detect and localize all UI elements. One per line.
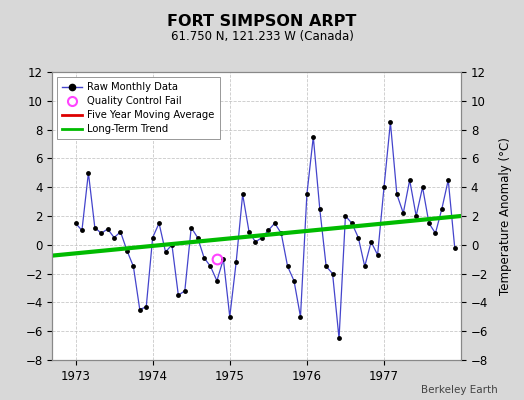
Text: FORT SIMPSON ARPT: FORT SIMPSON ARPT — [167, 14, 357, 29]
Text: 61.750 N, 121.233 W (Canada): 61.750 N, 121.233 W (Canada) — [171, 30, 353, 43]
Y-axis label: Temperature Anomaly (°C): Temperature Anomaly (°C) — [499, 137, 512, 295]
Text: Berkeley Earth: Berkeley Earth — [421, 385, 498, 395]
Legend: Raw Monthly Data, Quality Control Fail, Five Year Moving Average, Long-Term Tren: Raw Monthly Data, Quality Control Fail, … — [58, 77, 220, 139]
